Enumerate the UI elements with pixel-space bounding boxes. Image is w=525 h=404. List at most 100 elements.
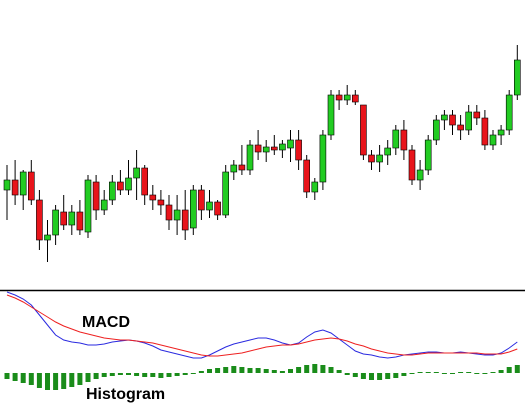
histogram-bar	[360, 373, 366, 379]
histogram-bar	[506, 367, 512, 373]
histogram-bar	[271, 370, 277, 373]
histogram-bar	[312, 364, 318, 373]
histogram-bar	[36, 373, 42, 388]
candle-body	[457, 124, 464, 131]
candle-body	[68, 211, 76, 226]
histogram-bar	[328, 367, 334, 373]
candle-body	[3, 179, 11, 191]
candle-body	[319, 134, 327, 183]
candle-body	[60, 211, 68, 226]
histogram-bar	[425, 372, 431, 373]
candle-body	[343, 94, 351, 101]
candle-body	[190, 189, 197, 229]
candle-body	[295, 139, 302, 161]
candle-body	[489, 134, 497, 146]
candle-body	[76, 211, 84, 231]
histogram-bar	[377, 373, 383, 380]
candle-body	[416, 169, 424, 181]
candle-body	[432, 119, 440, 141]
histogram-bar	[126, 373, 131, 375]
histogram-bar	[247, 368, 253, 373]
candle-body	[149, 194, 157, 201]
macd-label: MACD	[82, 314, 130, 331]
candle-body	[392, 129, 400, 149]
histogram-bar	[207, 369, 212, 373]
candle-body	[262, 146, 270, 153]
candle-body	[84, 179, 92, 233]
histogram-bar	[109, 373, 115, 376]
candle-body	[173, 209, 181, 221]
candle-body	[311, 181, 319, 193]
histogram-bar	[393, 373, 399, 378]
candle-body	[270, 146, 278, 151]
candle-body	[376, 154, 383, 163]
candle-body	[19, 171, 27, 196]
histogram-bar	[134, 373, 140, 376]
candle-body	[11, 179, 19, 196]
histogram-bar	[174, 373, 180, 376]
candle-body	[198, 189, 205, 211]
histogram-bar	[150, 373, 156, 377]
candle-body	[52, 209, 59, 236]
histogram-bar	[28, 373, 34, 385]
candle-body	[335, 94, 343, 101]
candle-body	[206, 201, 213, 211]
macd-line	[6, 294, 518, 357]
candle-body	[465, 111, 473, 131]
candle-body	[117, 181, 124, 191]
histogram-bar	[482, 373, 488, 374]
histogram-bar	[45, 373, 50, 390]
histogram-bar	[320, 365, 326, 373]
histogram-bar	[279, 371, 285, 373]
candle-body	[165, 204, 173, 221]
histogram-bar	[4, 373, 10, 379]
candle-body	[133, 167, 140, 179]
histogram-bar	[490, 372, 496, 373]
histogram-bar	[466, 372, 472, 373]
histogram-bar	[417, 372, 423, 373]
candle-body	[44, 234, 51, 241]
candle-body	[327, 94, 335, 136]
candle-body	[27, 171, 35, 201]
candle-body	[513, 59, 521, 96]
histogram-bar	[433, 372, 439, 373]
candle-body	[481, 117, 489, 146]
candle-body	[36, 199, 43, 241]
candle-body	[254, 144, 262, 153]
histogram-bar	[255, 368, 261, 373]
histogram-bar	[12, 373, 18, 381]
candle-body	[424, 139, 432, 171]
candle-body	[92, 181, 100, 211]
candle-body	[246, 144, 254, 171]
histogram-bar	[93, 373, 99, 379]
histogram-bar	[409, 373, 415, 374]
histogram-bar	[288, 369, 293, 373]
histogram-bar	[385, 373, 391, 379]
candle-body	[441, 114, 448, 121]
candle-body	[287, 139, 294, 149]
histogram-bar	[117, 373, 123, 375]
histogram-bar	[69, 373, 75, 387]
histogram-bar	[190, 373, 196, 374]
histogram-bar	[182, 373, 188, 375]
histogram-bar	[223, 367, 229, 373]
candle-body	[497, 129, 505, 136]
histogram-bar	[514, 365, 520, 373]
candle-body	[141, 167, 148, 196]
candle-body	[100, 199, 108, 211]
candle-body	[230, 164, 238, 173]
candle-body	[214, 201, 221, 216]
histogram-bar	[263, 369, 269, 373]
histogram-bar	[498, 370, 504, 373]
histogram-bar	[61, 373, 67, 389]
candle-body	[360, 104, 367, 156]
histogram-bar	[53, 373, 59, 390]
candle-body	[181, 209, 189, 231]
histogram-bar	[239, 367, 245, 373]
histogram-bar	[215, 368, 221, 373]
histogram-bar	[77, 373, 83, 385]
histogram-bar	[344, 373, 350, 375]
candle-body	[449, 114, 456, 126]
histogram-bar	[369, 373, 374, 380]
